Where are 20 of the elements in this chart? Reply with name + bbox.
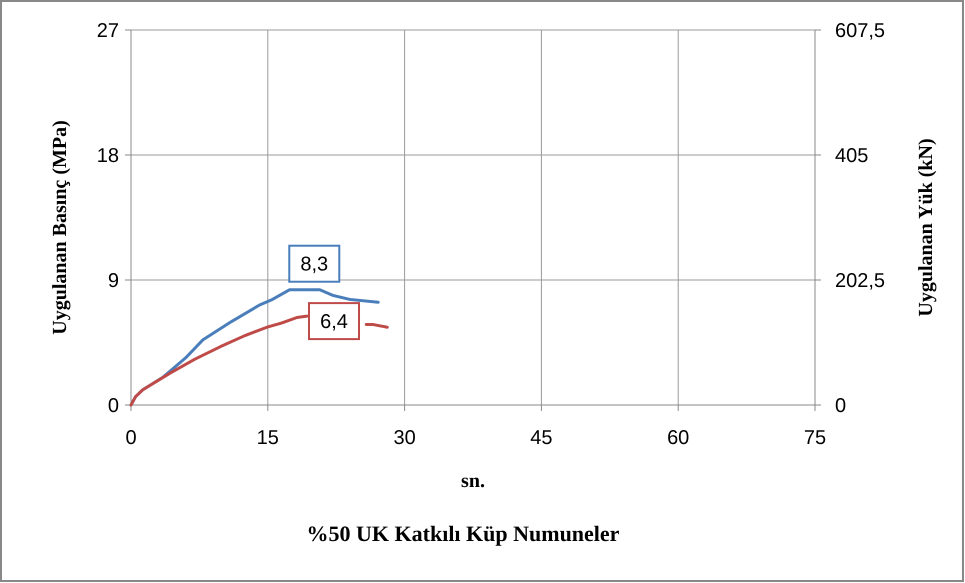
y2-tick-label: 202,5 [835,270,886,292]
x-tick-label: 0 [125,427,137,449]
x-tick-label: 30 [393,427,416,449]
y2-axis-title: Uygulanan Yük (kN) [915,138,937,317]
data-label: 8,3 [300,254,328,276]
data-label: 6,4 [320,311,348,334]
x-tick-label: 75 [804,427,826,449]
y2-tick-label: 0 [835,395,846,417]
x-axis-title: sn. [461,470,485,492]
x-tick-label: 60 [667,427,690,449]
x-tick-label: 15 [256,427,279,449]
y-tick-label: 27 [96,20,119,42]
y2-tick-label: 405 [835,145,868,167]
y-tick-label: 18 [96,145,119,167]
text: %50 UK Katkılı Küp Numuneler [306,521,620,546]
y-tick-label: 9 [108,270,119,292]
x-tick-label: 45 [530,427,553,449]
y-tick-label: 0 [108,395,119,417]
y2-tick-label: 607,5 [835,20,886,42]
y-axis-title: Uygulanan Basınç (MPa) [49,120,71,335]
